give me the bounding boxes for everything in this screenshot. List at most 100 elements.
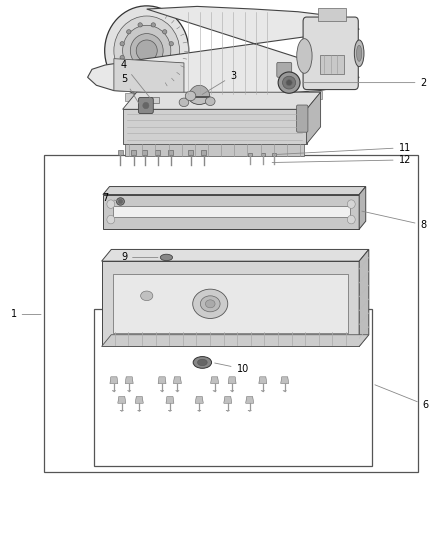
Text: 9: 9 (121, 253, 158, 262)
Ellipse shape (200, 296, 220, 312)
Polygon shape (114, 73, 118, 77)
Ellipse shape (127, 67, 131, 71)
Polygon shape (127, 391, 131, 392)
Polygon shape (182, 62, 186, 66)
Polygon shape (143, 89, 147, 92)
Ellipse shape (189, 90, 210, 104)
Ellipse shape (347, 200, 355, 208)
FancyBboxPatch shape (138, 98, 153, 114)
Polygon shape (195, 397, 203, 403)
Polygon shape (106, 43, 109, 46)
Ellipse shape (162, 30, 167, 34)
Polygon shape (110, 66, 113, 70)
Ellipse shape (297, 39, 312, 73)
Polygon shape (185, 46, 188, 51)
Ellipse shape (120, 55, 124, 60)
FancyBboxPatch shape (297, 105, 308, 132)
Polygon shape (307, 92, 321, 144)
Polygon shape (105, 51, 108, 55)
Ellipse shape (286, 79, 292, 86)
Polygon shape (135, 87, 139, 91)
Polygon shape (113, 274, 348, 333)
Ellipse shape (198, 359, 207, 366)
Text: 10: 10 (215, 363, 249, 374)
Polygon shape (103, 195, 359, 229)
Ellipse shape (118, 199, 123, 204)
Ellipse shape (169, 42, 173, 46)
Polygon shape (120, 79, 124, 83)
Polygon shape (211, 377, 219, 384)
Text: 4: 4 (121, 60, 150, 98)
Text: 8: 8 (362, 211, 427, 230)
Ellipse shape (278, 72, 300, 93)
Polygon shape (123, 92, 321, 109)
Polygon shape (248, 410, 251, 411)
Polygon shape (162, 14, 166, 18)
Ellipse shape (105, 6, 189, 95)
Bar (152, 97, 159, 103)
Polygon shape (123, 109, 307, 144)
Text: 2: 2 (303, 78, 427, 87)
Bar (188, 150, 193, 155)
Polygon shape (124, 16, 127, 20)
Polygon shape (226, 410, 230, 411)
Ellipse shape (151, 74, 155, 78)
FancyBboxPatch shape (277, 62, 292, 77)
Polygon shape (151, 88, 155, 92)
Polygon shape (168, 410, 172, 411)
Polygon shape (261, 391, 265, 392)
Ellipse shape (107, 200, 115, 208)
Bar (320, 55, 344, 74)
Polygon shape (175, 25, 179, 28)
Ellipse shape (193, 289, 228, 318)
Polygon shape (224, 397, 232, 403)
Text: 12: 12 (272, 155, 411, 165)
Bar (44, 155, 418, 472)
Ellipse shape (120, 42, 124, 46)
Polygon shape (118, 397, 126, 403)
Ellipse shape (107, 215, 115, 224)
Polygon shape (112, 391, 116, 392)
Polygon shape (120, 410, 124, 411)
Ellipse shape (141, 291, 153, 301)
Polygon shape (102, 249, 369, 261)
Bar (191, 96, 204, 104)
Polygon shape (147, 9, 151, 12)
Polygon shape (246, 397, 254, 403)
Polygon shape (117, 21, 121, 25)
Ellipse shape (347, 215, 355, 224)
Ellipse shape (185, 91, 196, 101)
Ellipse shape (143, 102, 149, 109)
Polygon shape (159, 86, 162, 90)
Ellipse shape (354, 40, 364, 67)
Polygon shape (160, 391, 164, 392)
Polygon shape (176, 391, 179, 392)
Text: 7: 7 (102, 193, 118, 203)
Polygon shape (110, 377, 118, 384)
Polygon shape (198, 410, 201, 411)
Polygon shape (178, 70, 182, 73)
Polygon shape (180, 31, 184, 35)
Polygon shape (102, 335, 369, 346)
Bar (155, 150, 160, 155)
Bar (256, 94, 269, 102)
Bar (118, 150, 123, 155)
Polygon shape (106, 59, 110, 62)
Polygon shape (139, 10, 143, 13)
Polygon shape (281, 377, 289, 384)
Polygon shape (189, 85, 210, 97)
Polygon shape (184, 55, 188, 59)
Bar (142, 150, 147, 155)
Polygon shape (158, 377, 166, 384)
FancyBboxPatch shape (303, 17, 358, 90)
Bar (131, 150, 136, 155)
Polygon shape (125, 377, 133, 384)
Polygon shape (102, 261, 359, 346)
Bar (272, 153, 276, 156)
Text: 3: 3 (202, 71, 236, 94)
Polygon shape (166, 397, 174, 403)
Polygon shape (138, 410, 141, 411)
Ellipse shape (205, 97, 215, 106)
Polygon shape (125, 144, 304, 156)
Bar (125, 93, 138, 101)
